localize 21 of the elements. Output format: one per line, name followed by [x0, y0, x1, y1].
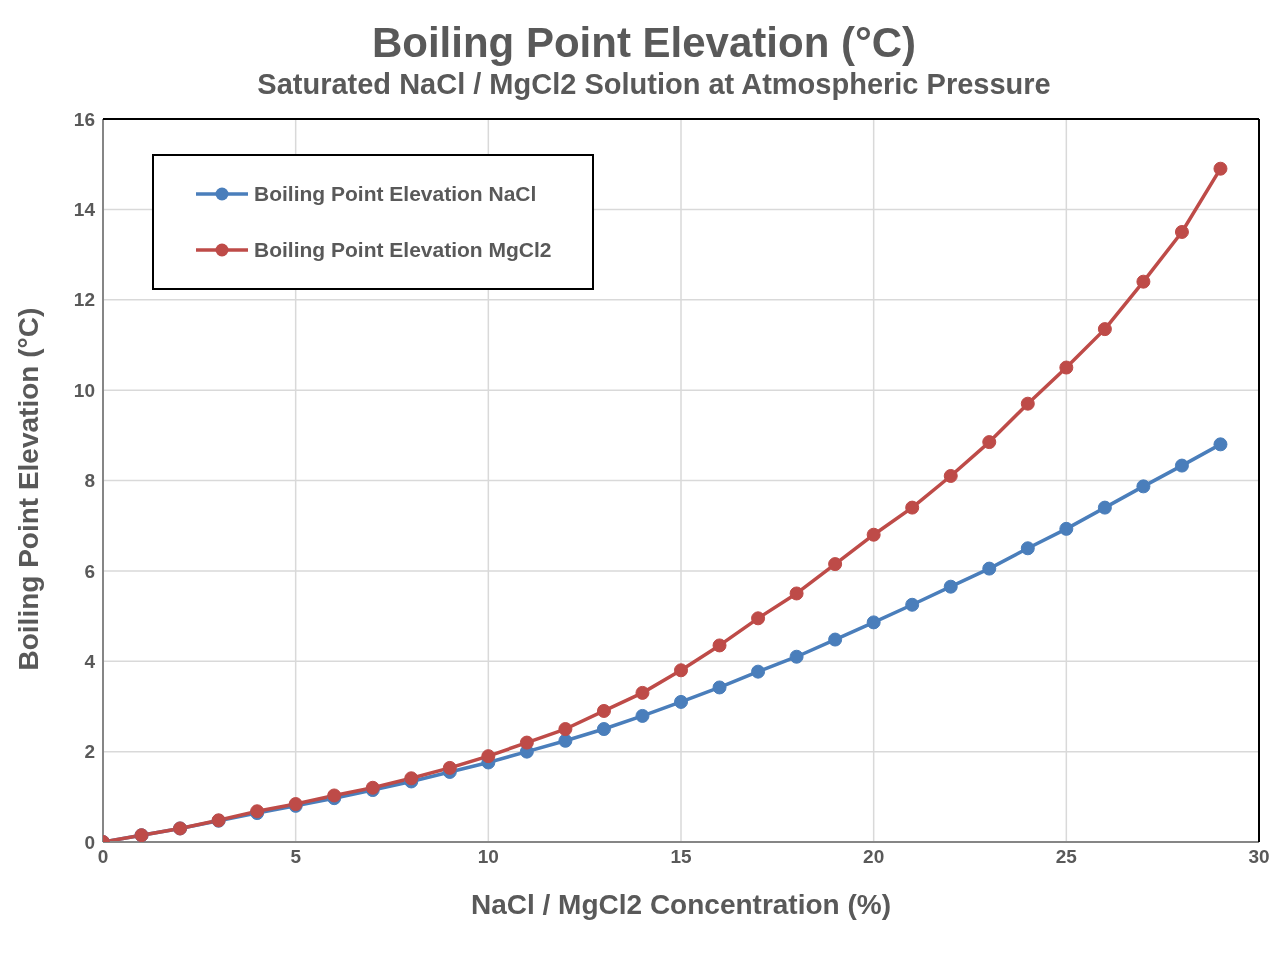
- y-tick-label: 0: [84, 831, 95, 853]
- legend-label: Boiling Point Elevation MgCl2: [254, 238, 552, 262]
- y-tick-label: 8: [84, 470, 95, 492]
- x-axis-title: NaCl / MgCl2 Concentration (%): [470, 889, 892, 920]
- y-tick-label: 12: [73, 289, 95, 311]
- x-tick-label: 25: [1055, 846, 1078, 868]
- y-tick-label: 16: [73, 108, 95, 130]
- chart-subtitle: Saturated NaCl / MgCl2 Solution at Atmospheric Pressure: [256, 67, 1052, 102]
- x-tick-label: 30: [1248, 846, 1270, 868]
- x-tick-label: 10: [477, 846, 499, 868]
- y-axis-title: Boiling Point Elevation (°C): [12, 307, 44, 671]
- y-tick-label: 14: [73, 199, 96, 221]
- x-tick-label: 5: [290, 846, 302, 868]
- x-tick-label: 15: [670, 846, 692, 868]
- y-tick-label: 4: [84, 650, 96, 672]
- x-tick-label: 20: [863, 846, 885, 868]
- legend-label: Boiling Point Elevation NaCl: [254, 182, 537, 206]
- y-tick-label: 6: [84, 560, 95, 582]
- y-tick-label: 10: [73, 379, 95, 401]
- chart-title: Boiling Point Elevation (°C): [370, 19, 918, 66]
- y-tick-label: 2: [84, 741, 95, 763]
